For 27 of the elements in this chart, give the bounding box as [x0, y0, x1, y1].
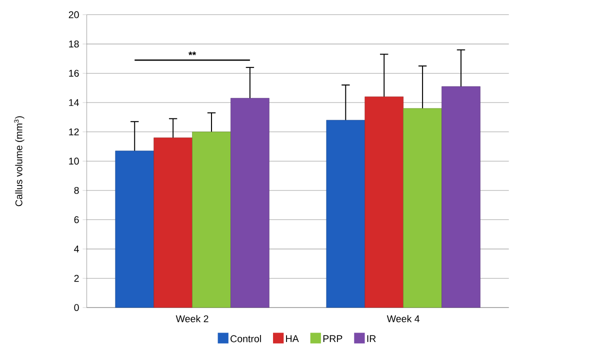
bar: [326, 120, 366, 308]
y-tick-label: 20: [68, 11, 79, 18]
y-tick-label: 18: [69, 40, 79, 48]
bar: [115, 150, 154, 308]
legend-label: PRP: [323, 335, 342, 342]
y-tick-label: 6: [74, 216, 79, 224]
x-tick-label: Week 4: [386, 315, 420, 322]
x-tick-label: Week 2: [176, 315, 208, 322]
legend-label: Control: [230, 335, 261, 342]
y-axis-title: Callus volume (mm$^{3}$): [14, 116, 24, 206]
bar: [192, 132, 231, 308]
bar: [364, 96, 404, 308]
y-tick-label: 8: [74, 186, 79, 194]
y-tick-label: 0: [74, 304, 79, 312]
y-tick-label: 4: [74, 246, 79, 252]
bar: [154, 138, 192, 308]
y-tick-label: 16: [69, 70, 79, 77]
y-tick-label: 14: [69, 99, 79, 106]
legend-label: HA: [286, 335, 299, 342]
y-tick-label: 12: [69, 128, 79, 136]
bar: [230, 98, 270, 308]
bar: [442, 86, 480, 308]
bar: [403, 108, 442, 308]
annotation: **: [188, 52, 196, 56]
legend-label: IR: [367, 335, 376, 342]
y-tick-label: 10: [69, 158, 79, 165]
y-tick-label: 2: [74, 274, 79, 282]
